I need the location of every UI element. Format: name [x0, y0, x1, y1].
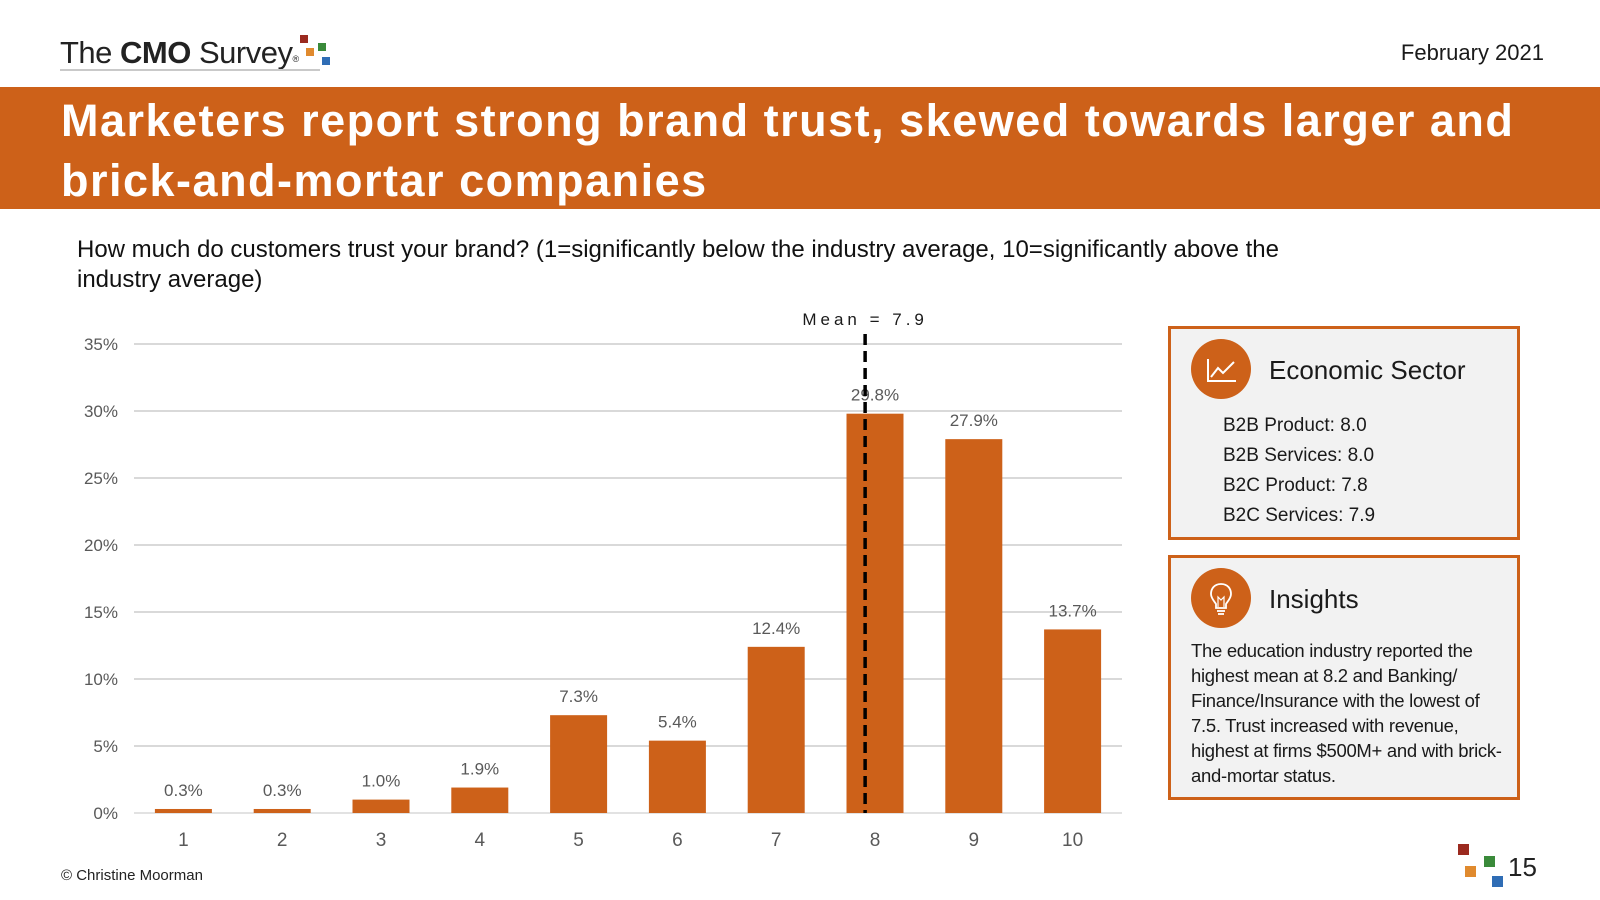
- data-label: 13.7%: [1048, 601, 1096, 620]
- y-tick-label: 5%: [93, 737, 118, 756]
- insights-text: The education industry reported the high…: [1191, 640, 1502, 786]
- y-tick-label: 10%: [84, 670, 118, 689]
- brand-trust-bar-chart: 0% 5% 10% 15% 20% 25% 30% 35% 0.3% 1 0.3% 2 1.0% 3 1.9…: [84, 310, 1122, 851]
- data-label: 0.3%: [164, 781, 203, 800]
- list-item: B2B Services: 8.0: [1223, 445, 1375, 466]
- x-tick-label: 6: [672, 830, 683, 851]
- bar: [648, 740, 706, 813]
- insights-title: Insights: [1269, 584, 1359, 614]
- lightbulb-icon: [1191, 568, 1251, 628]
- x-tick-label: 3: [376, 830, 387, 851]
- slide-title: Marketers report strong brand trust, ske…: [61, 95, 1515, 206]
- logo-square-blue: [322, 57, 330, 65]
- mean-label: Mean = 7.9: [802, 310, 928, 329]
- x-tick-label: 10: [1062, 830, 1083, 851]
- data-label: 1.0%: [362, 772, 401, 791]
- footer-square-green: [1484, 856, 1495, 867]
- footer-square-red: [1458, 844, 1469, 855]
- economic-sector-panel: Economic Sector B2B Product: 8.0 B2B Ser…: [1168, 326, 1520, 540]
- data-label: 29.8%: [851, 386, 899, 405]
- x-tick-label: 9: [969, 830, 980, 851]
- logo-square-red: [300, 35, 308, 43]
- x-tick-label: 5: [573, 830, 584, 851]
- logo-square-orange: [306, 48, 314, 56]
- list-item: B2B Product: 8.0: [1223, 415, 1367, 436]
- footer-square-blue: [1492, 876, 1503, 887]
- footer-square-orange: [1465, 866, 1476, 877]
- y-tick-label: 30%: [84, 402, 118, 421]
- y-tick-label: 15%: [84, 603, 118, 622]
- x-tick-label: 4: [475, 830, 486, 851]
- title-banner: Marketers report strong brand trust, ske…: [0, 87, 1600, 209]
- bar: [550, 715, 608, 813]
- y-tick-label: 0%: [93, 804, 118, 823]
- logo-wordmark: The CMO Survey®: [60, 35, 299, 70]
- logo-underline: [60, 69, 320, 71]
- bar: [945, 439, 1003, 813]
- economic-sector-list: B2B Product: 8.0 B2B Services: 8.0 B2C P…: [1223, 411, 1375, 531]
- y-tick-label: 25%: [84, 469, 118, 488]
- x-tick-label: 8: [870, 830, 881, 851]
- data-label: 0.3%: [263, 781, 302, 800]
- bar: [154, 808, 212, 813]
- report-date: February 2021: [1400, 40, 1544, 65]
- x-tick-label: 7: [771, 830, 782, 851]
- copyright-notice: © Christine Moorman: [61, 867, 203, 884]
- x-tick-label: 2: [277, 830, 288, 851]
- bar: [253, 808, 311, 813]
- bar: [1044, 629, 1102, 813]
- line-chart-icon: [1191, 339, 1251, 399]
- logo-square-green: [318, 43, 326, 51]
- list-item: B2C Product: 7.8: [1223, 475, 1368, 496]
- bar: [451, 787, 509, 813]
- bar: [846, 413, 904, 813]
- cmo-survey-logo: The CMO Survey®: [60, 33, 330, 73]
- data-label: 5.4%: [658, 713, 697, 732]
- bar: [352, 799, 410, 813]
- bar: [747, 646, 805, 813]
- page-number: 15: [1508, 852, 1537, 882]
- list-item: B2C Services: 7.9: [1223, 505, 1376, 526]
- y-tick-label: 20%: [84, 536, 118, 555]
- economic-sector-title: Economic Sector: [1269, 355, 1466, 385]
- insights-panel: Insights The education industry reported…: [1168, 555, 1520, 800]
- data-label: 12.4%: [752, 619, 800, 638]
- x-tick-label: 1: [178, 830, 189, 851]
- survey-question: How much do customers trust your brand? …: [77, 236, 1279, 293]
- y-tick-label: 35%: [84, 335, 118, 354]
- data-label: 1.9%: [460, 760, 499, 779]
- data-label: 27.9%: [950, 411, 998, 430]
- data-label: 7.3%: [559, 687, 598, 706]
